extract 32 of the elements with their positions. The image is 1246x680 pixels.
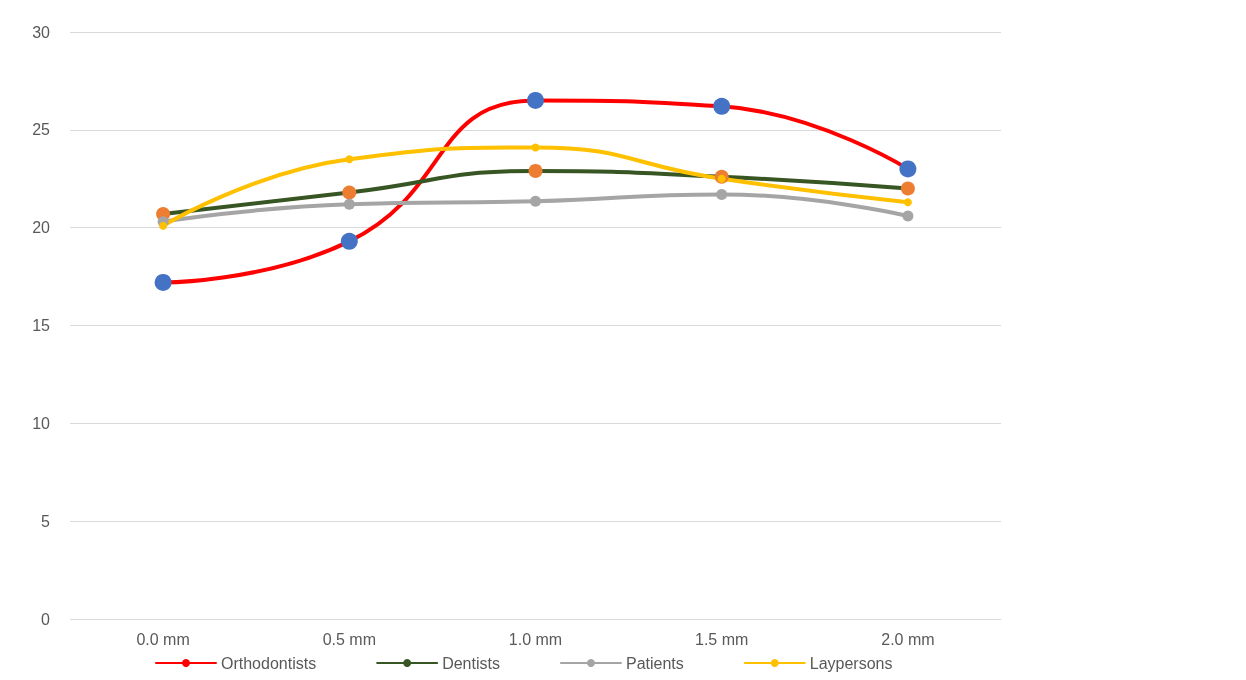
point	[716, 188, 728, 200]
point	[528, 163, 543, 178]
y-tick-label: 20	[32, 219, 51, 237]
point	[159, 221, 168, 230]
point	[343, 198, 355, 210]
x-tick-label: 0.0 mm	[136, 630, 190, 648]
point	[527, 91, 544, 109]
x-tick-label: 1.5 mm	[695, 630, 749, 648]
x-tick-label: 0.5 mm	[322, 630, 376, 648]
legend-label: Laypersons	[809, 654, 893, 672]
y-tick-label: 15	[32, 317, 51, 334]
point	[903, 198, 912, 207]
y-tick-label: 5	[41, 512, 51, 530]
point	[345, 155, 354, 164]
y-tick-label: 0	[41, 610, 51, 628]
legend-label: Orthodontists	[221, 654, 317, 672]
legend-label: Dentists	[442, 654, 500, 672]
y-tick-label: 10	[32, 414, 51, 432]
point	[531, 143, 540, 152]
legend-label: Patients	[625, 654, 684, 672]
x-tick-label: 1.0 mm	[508, 630, 563, 648]
point	[340, 232, 358, 250]
y-tick-label: 30	[32, 23, 51, 41]
point	[530, 195, 541, 207]
point	[899, 160, 917, 178]
point	[713, 97, 731, 115]
point	[342, 185, 357, 200]
point	[900, 181, 915, 196]
point	[902, 210, 914, 222]
y-tick-label: 25	[32, 121, 51, 139]
point	[154, 273, 172, 291]
x-tick-label: 2.0 mm	[881, 630, 935, 648]
